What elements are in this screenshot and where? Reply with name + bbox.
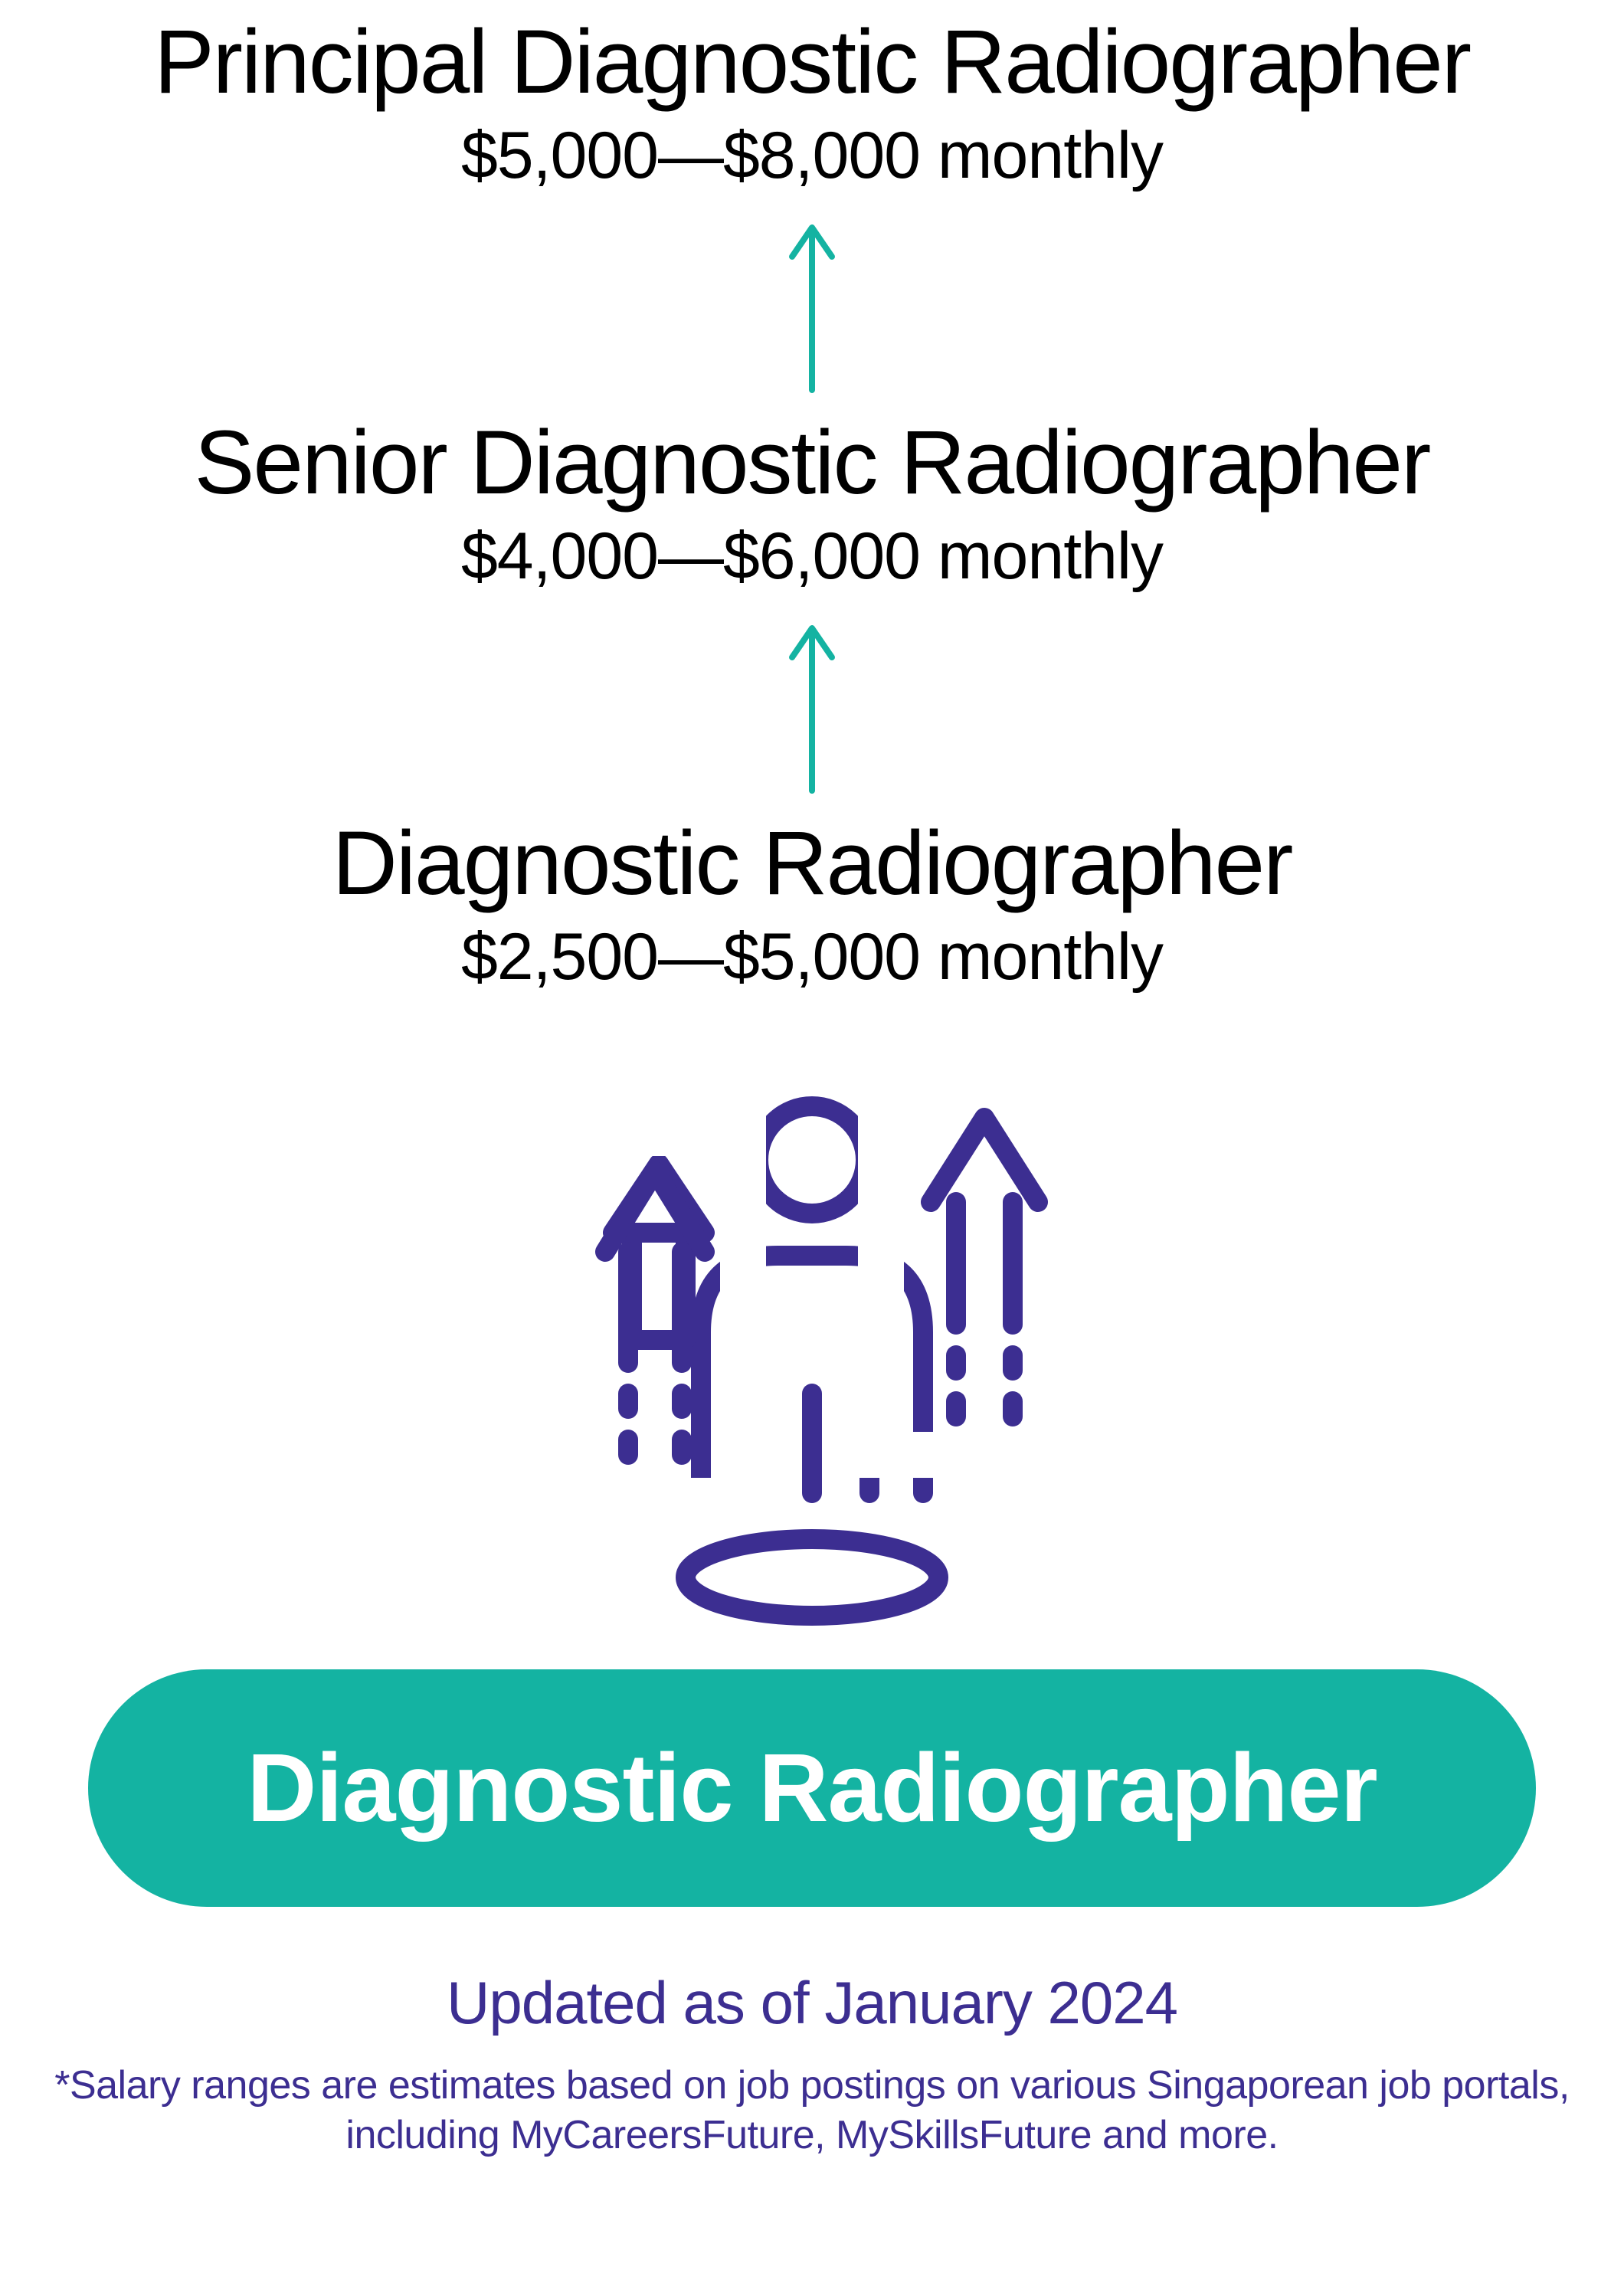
arrow-up-icon xyxy=(781,617,843,794)
level-principal: Principal Diagnostic Radiographer $5,000… xyxy=(0,15,1624,194)
level-salary: $5,000—$8,000 monthly xyxy=(0,118,1624,194)
updated-date: Updated as of January 2024 xyxy=(447,1968,1177,2038)
level-base: Diagnostic Radiographer $2,500—$5,000 mo… xyxy=(0,817,1624,995)
level-title: Senior Diagnostic Radiographer xyxy=(0,416,1624,511)
level-salary: $2,500—$5,000 monthly xyxy=(0,919,1624,995)
career-ladder-infographic: Principal Diagnostic Radiographer $5,000… xyxy=(0,0,1624,2283)
person-growth-icon xyxy=(513,1087,1111,1639)
arrow-up-icon xyxy=(781,217,843,393)
role-pill: Diagnostic Radiographer xyxy=(88,1669,1536,1907)
role-pill-label: Diagnostic Radiographer xyxy=(247,1732,1377,1843)
level-title: Principal Diagnostic Radiographer xyxy=(0,15,1624,110)
level-salary: $4,000—$6,000 monthly xyxy=(0,519,1624,594)
level-senior: Senior Diagnostic Radiographer $4,000—$6… xyxy=(0,416,1624,594)
level-title: Diagnostic Radiographer xyxy=(0,817,1624,912)
footnote: *Salary ranges are estimates based on jo… xyxy=(0,2061,1624,2160)
